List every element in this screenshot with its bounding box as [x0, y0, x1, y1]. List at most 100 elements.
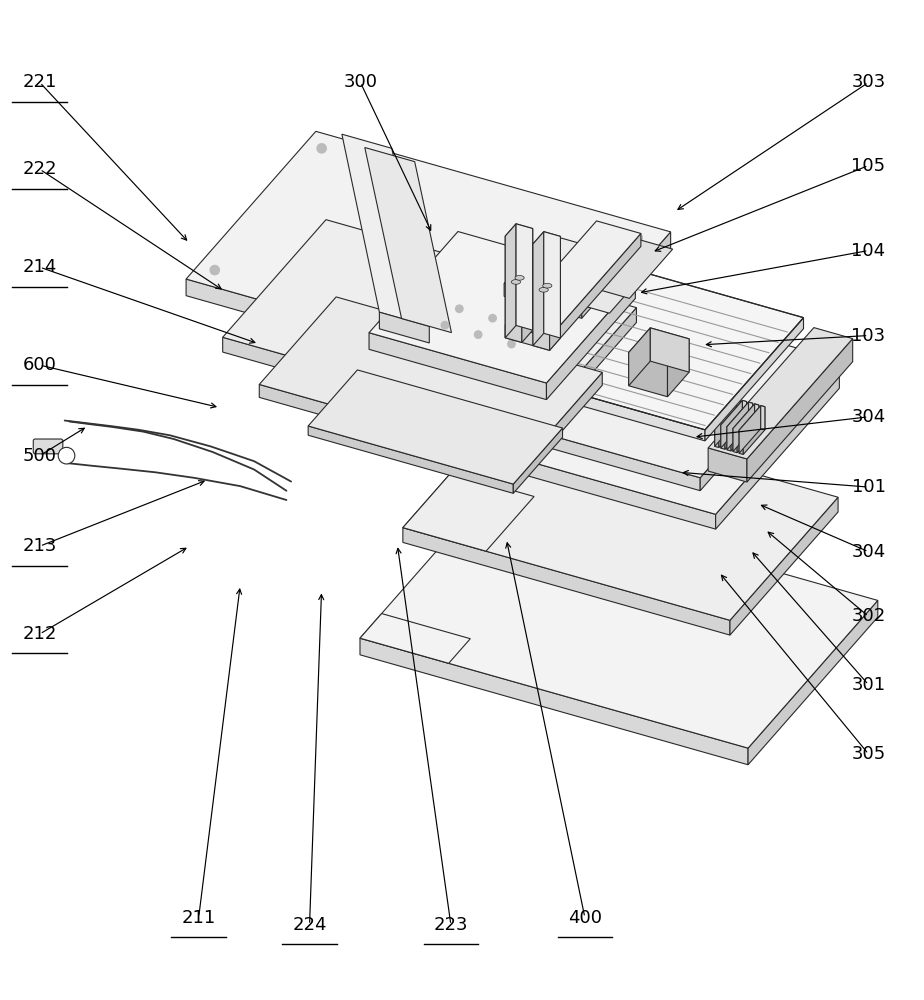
Polygon shape	[260, 297, 602, 460]
Text: 300: 300	[344, 73, 377, 91]
Polygon shape	[440, 321, 462, 369]
Polygon shape	[533, 244, 550, 350]
Polygon shape	[628, 328, 689, 363]
Polygon shape	[719, 400, 740, 448]
Text: 304: 304	[851, 543, 886, 561]
Text: 301: 301	[852, 676, 885, 694]
Polygon shape	[223, 337, 533, 440]
Polygon shape	[727, 427, 731, 451]
Polygon shape	[519, 377, 705, 441]
Polygon shape	[731, 403, 753, 451]
Polygon shape	[550, 236, 560, 350]
Polygon shape	[505, 224, 532, 241]
Polygon shape	[514, 428, 563, 493]
Text: 221: 221	[22, 73, 57, 91]
Polygon shape	[568, 252, 652, 313]
Polygon shape	[365, 148, 452, 333]
Text: 224: 224	[292, 916, 327, 934]
Polygon shape	[650, 328, 689, 372]
Polygon shape	[420, 315, 443, 363]
Polygon shape	[505, 221, 641, 337]
Polygon shape	[715, 399, 736, 446]
Circle shape	[633, 233, 642, 243]
Ellipse shape	[511, 280, 520, 284]
Text: 500: 500	[23, 447, 56, 465]
Polygon shape	[725, 402, 747, 449]
Polygon shape	[360, 614, 470, 663]
Polygon shape	[380, 312, 430, 343]
Text: 600: 600	[23, 356, 56, 374]
Polygon shape	[360, 638, 748, 765]
Polygon shape	[705, 318, 804, 441]
Polygon shape	[488, 328, 501, 355]
Circle shape	[58, 447, 75, 464]
Circle shape	[489, 314, 496, 322]
Circle shape	[689, 427, 698, 435]
Polygon shape	[467, 328, 501, 357]
Polygon shape	[708, 448, 747, 482]
Polygon shape	[755, 404, 759, 428]
Polygon shape	[360, 490, 878, 748]
Polygon shape	[442, 490, 578, 570]
Polygon shape	[582, 236, 673, 298]
Polygon shape	[717, 398, 807, 514]
Text: 214: 214	[22, 258, 57, 276]
Polygon shape	[743, 400, 747, 425]
Polygon shape	[430, 312, 443, 339]
Polygon shape	[628, 352, 667, 397]
Polygon shape	[736, 399, 740, 423]
Polygon shape	[346, 269, 839, 514]
Polygon shape	[653, 348, 747, 395]
Polygon shape	[739, 406, 760, 453]
Circle shape	[611, 405, 618, 412]
Polygon shape	[428, 317, 462, 346]
Polygon shape	[737, 405, 759, 453]
Text: 105: 105	[852, 157, 885, 175]
Polygon shape	[533, 308, 637, 440]
Polygon shape	[505, 325, 550, 350]
Text: 211: 211	[181, 909, 216, 927]
Text: 223: 223	[433, 916, 468, 934]
Polygon shape	[460, 326, 481, 374]
Text: 213: 213	[22, 537, 57, 555]
Polygon shape	[468, 323, 481, 350]
Polygon shape	[447, 347, 460, 374]
Circle shape	[526, 355, 535, 364]
Polygon shape	[546, 282, 636, 400]
Ellipse shape	[515, 276, 524, 280]
Polygon shape	[403, 473, 534, 551]
Polygon shape	[541, 232, 671, 396]
Polygon shape	[505, 283, 582, 318]
Polygon shape	[748, 600, 878, 765]
Polygon shape	[369, 333, 546, 400]
Text: 101: 101	[852, 478, 885, 496]
Polygon shape	[582, 256, 625, 318]
Polygon shape	[434, 318, 807, 500]
Circle shape	[522, 324, 529, 331]
Polygon shape	[516, 224, 532, 330]
Polygon shape	[410, 306, 423, 333]
Polygon shape	[760, 406, 765, 430]
FancyBboxPatch shape	[33, 439, 63, 454]
Circle shape	[475, 331, 482, 338]
Polygon shape	[223, 220, 637, 425]
Polygon shape	[480, 332, 501, 380]
Polygon shape	[505, 236, 522, 342]
Text: 222: 222	[22, 160, 57, 178]
Polygon shape	[186, 131, 671, 380]
Polygon shape	[748, 402, 753, 426]
Text: 400: 400	[568, 909, 602, 927]
Polygon shape	[428, 317, 449, 365]
Polygon shape	[449, 317, 462, 344]
Circle shape	[210, 265, 219, 275]
Polygon shape	[733, 404, 755, 452]
Polygon shape	[428, 342, 440, 369]
Polygon shape	[747, 339, 853, 482]
Polygon shape	[390, 390, 700, 491]
Polygon shape	[739, 430, 743, 454]
Text: 212: 212	[22, 625, 57, 643]
Polygon shape	[590, 334, 686, 381]
Circle shape	[441, 321, 449, 329]
Polygon shape	[480, 263, 587, 407]
Polygon shape	[727, 402, 748, 450]
